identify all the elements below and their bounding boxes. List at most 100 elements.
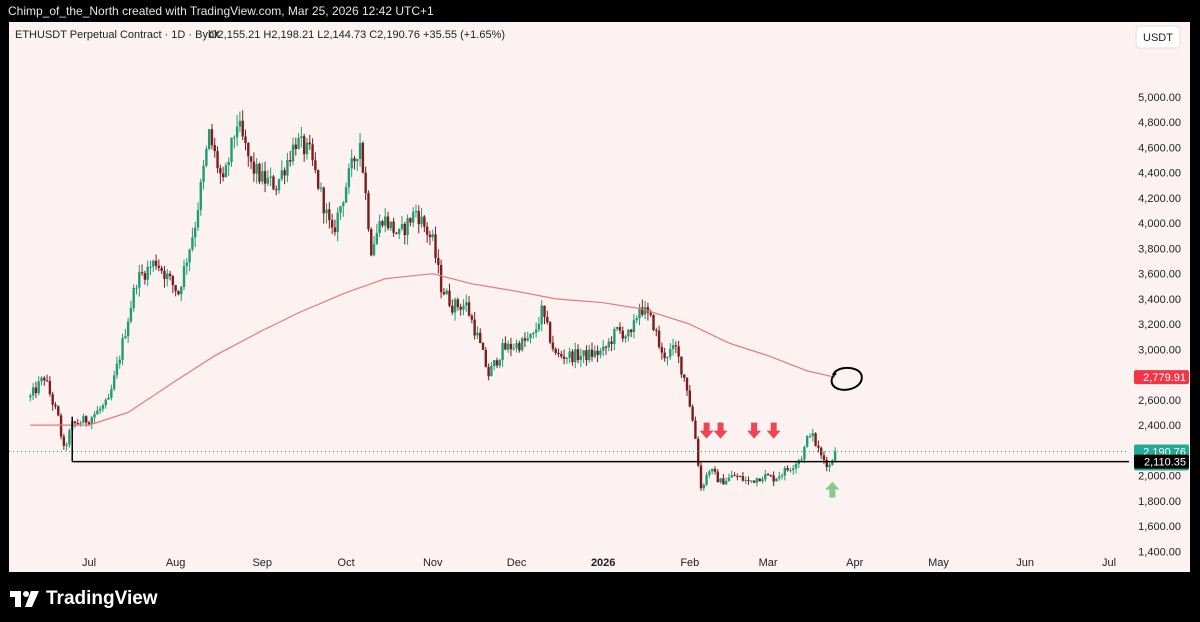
candle [261, 162, 264, 185]
tradingview-logo: TradingView [10, 588, 158, 610]
candle [554, 347, 557, 356]
candle [370, 227, 373, 257]
candle [652, 314, 655, 332]
candle [769, 474, 773, 477]
candle [641, 299, 644, 317]
candle [62, 433, 66, 450]
candle [325, 203, 328, 224]
candle [481, 341, 485, 351]
candle [638, 303, 641, 326]
candle [43, 376, 46, 386]
candle [115, 356, 119, 379]
candle [546, 310, 549, 325]
candle [635, 315, 638, 324]
candle [129, 300, 133, 324]
candle [294, 137, 297, 156]
candle [833, 447, 837, 462]
chart-panel[interactable]: 5,000.00 4,800.00 4,600.00 4,400.00 4,200.00… [9, 22, 1190, 572]
y-tick-label: 3,400.00 [1138, 294, 1181, 306]
candle [414, 204, 418, 218]
support-price-badge-text: 2,110.35 [1144, 457, 1186, 469]
candle [90, 416, 93, 430]
candle [518, 340, 521, 353]
x-tick-label: Sep [252, 557, 272, 569]
candle [350, 149, 353, 178]
candle [803, 445, 806, 464]
candle [126, 317, 130, 343]
tradingview-brand-text: TradingView [46, 588, 158, 609]
footer-bar [0, 572, 1200, 622]
candle [420, 207, 423, 228]
x-axis: Jul Aug Sep Oct Nov Dec 2026 Feb Mar Apr May Jun Jul [82, 557, 1116, 569]
candle [540, 300, 543, 332]
candle [467, 296, 471, 317]
candle [166, 268, 169, 287]
candle [783, 465, 787, 481]
candle [79, 420, 82, 427]
candle [411, 207, 415, 228]
candle [213, 137, 216, 158]
candle [297, 133, 300, 150]
candle [657, 325, 661, 350]
candle [579, 348, 583, 368]
candle [590, 342, 594, 362]
x-tick-label: Aug [166, 557, 186, 569]
candle [825, 456, 828, 472]
candle [702, 483, 705, 492]
candle [280, 160, 284, 182]
candle [333, 219, 337, 236]
candle [504, 336, 507, 351]
candle [509, 337, 513, 357]
candle [764, 469, 767, 482]
candle [403, 221, 406, 245]
candle [397, 228, 401, 240]
candle [688, 385, 692, 408]
candle [146, 260, 149, 286]
y-tick-label: 1,600.00 [1138, 521, 1181, 533]
candle [465, 294, 468, 313]
y-tick-label: 3,800.00 [1138, 243, 1181, 255]
candle [607, 337, 610, 352]
candle [118, 355, 121, 369]
x-tick-label: Mar [759, 557, 778, 569]
candle [361, 141, 365, 174]
candle [663, 347, 666, 362]
candle [73, 420, 77, 428]
candle [140, 264, 144, 276]
candle [677, 340, 680, 364]
candle [216, 146, 219, 174]
candle [300, 126, 303, 148]
candle [104, 398, 107, 409]
support-line-group [9, 416, 1129, 463]
y-tick-label: 1,800.00 [1138, 496, 1181, 508]
candle [247, 142, 250, 167]
candle [68, 428, 71, 448]
ma-price-badge-text: 2,779.91 [1143, 372, 1186, 384]
candle [336, 207, 339, 242]
candle [610, 336, 613, 352]
candle [722, 473, 725, 485]
candle [621, 326, 624, 343]
candle [537, 316, 541, 332]
candle [632, 313, 636, 339]
candle [386, 211, 390, 231]
candle [149, 260, 152, 276]
candle [506, 340, 510, 353]
candle [710, 468, 714, 475]
candle [808, 433, 812, 439]
candle [319, 182, 323, 193]
candle [445, 288, 448, 295]
candle [34, 381, 38, 398]
candle [551, 335, 555, 352]
price-badges: 2,779.912,190.7612:17:052,110.35 [1134, 370, 1189, 471]
candle [627, 329, 630, 342]
currency-badge[interactable]: USDT [1135, 25, 1181, 49]
price-chart[interactable]: 5,000.00 4,800.00 4,600.00 4,400.00 4,200.00… [9, 22, 1190, 572]
candle [275, 185, 278, 196]
moving-average-line [30, 273, 836, 426]
candle [669, 343, 672, 360]
candle [364, 166, 367, 201]
candle [121, 333, 124, 366]
candle [562, 349, 566, 365]
y-tick-label: 3,200.00 [1138, 319, 1181, 331]
